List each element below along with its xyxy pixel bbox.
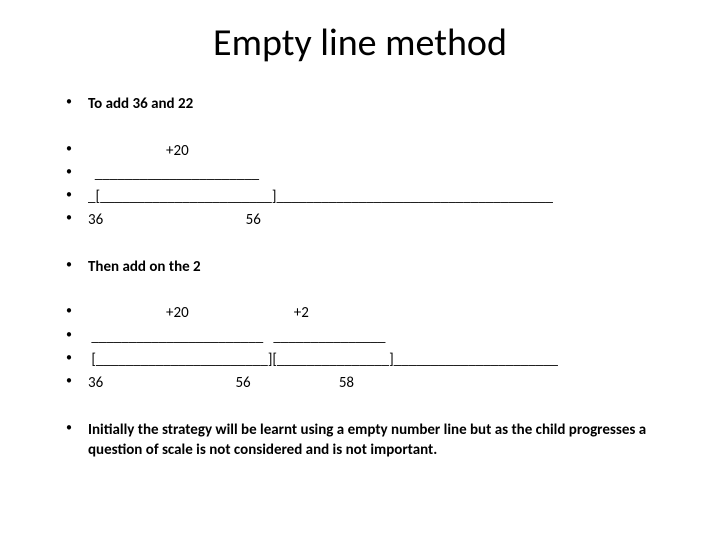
bullet-icon: • xyxy=(60,94,88,110)
bullet-icon: • xyxy=(60,187,88,203)
step1-heading: • To add 36 and 22 xyxy=(60,94,660,114)
step2-arc: • _______________________ ______________… xyxy=(60,327,660,347)
step1-bracket: • _[_______________________]____________… xyxy=(60,187,660,207)
step1-heading-text: To add 36 and 22 xyxy=(88,94,660,114)
slide: Empty line method • To add 36 and 22 • +… xyxy=(0,0,720,540)
bullet-icon: • xyxy=(60,303,88,319)
spacer xyxy=(60,117,660,137)
step2-numbers: • 36 56 58 xyxy=(60,373,660,393)
bullet-icon: • xyxy=(60,373,88,389)
bullet-icon: • xyxy=(60,164,88,180)
bullet-icon: • xyxy=(60,210,88,226)
step1-jump: • +20 xyxy=(60,141,660,161)
step2-heading-text: Then add on the 2 xyxy=(88,257,660,277)
closing-note-text: Initially the strategy will be learnt us… xyxy=(88,420,660,461)
bullet-icon: • xyxy=(60,327,88,343)
step2-bracket: • [_______________________][____________… xyxy=(60,350,660,370)
step2-jump: • +20 +2 xyxy=(60,303,660,323)
bullet-list: • To add 36 and 22 • +20 • _____________… xyxy=(60,94,660,460)
step1-numbers: • 36 56 xyxy=(60,210,660,230)
spacer xyxy=(60,234,660,254)
slide-title: Empty line method xyxy=(60,20,660,66)
step2-arc-text: _______________________ _______________ xyxy=(88,327,660,347)
step2-numbers-text: 36 56 58 xyxy=(88,373,660,393)
closing-note: • Initially the strategy will be learnt … xyxy=(60,420,660,461)
bullet-icon: • xyxy=(60,257,88,273)
step1-numbers-text: 36 56 xyxy=(88,210,660,230)
bullet-icon: • xyxy=(60,420,88,436)
step2-jump-text: +20 +2 xyxy=(88,303,660,323)
spacer xyxy=(60,396,660,416)
step2-bracket-text: [_______________________][______________… xyxy=(88,350,660,370)
step2-heading: • Then add on the 2 xyxy=(60,257,660,277)
step1-arc: • ______________________ xyxy=(60,164,660,184)
step1-jump-text: +20 xyxy=(88,141,660,161)
step1-bracket-text: _[_______________________]______________… xyxy=(88,187,660,207)
spacer xyxy=(60,280,660,300)
bullet-icon: • xyxy=(60,141,88,157)
bullet-icon: • xyxy=(60,350,88,366)
step1-arc-text: ______________________ xyxy=(88,164,660,184)
